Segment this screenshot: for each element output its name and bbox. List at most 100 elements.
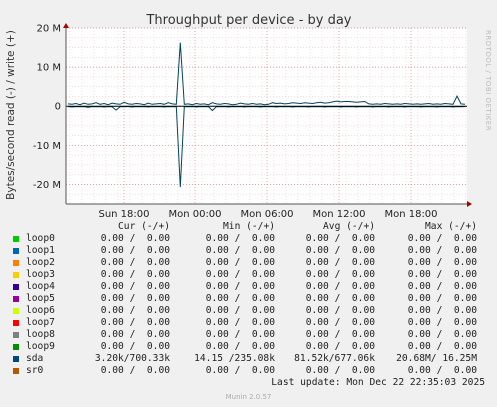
legend-row: loop0 0.00 / 0.00 0.00 / 0.00 0.00 / 0.00 0.… bbox=[0, 233, 497, 245]
legend-value-max: 0.00 / 0.00 bbox=[407, 329, 477, 340]
legend-device-name: loop4 bbox=[26, 281, 55, 292]
legend-value-min: 0.00 / 0.00 bbox=[205, 281, 275, 292]
legend-value-cur: 0.00 / 0.00 bbox=[100, 281, 170, 292]
y-axis-label: Bytes/second read (-) / write (+) bbox=[5, 30, 17, 200]
legend-value-min: 0.00 / 0.00 bbox=[205, 245, 275, 256]
legend-value-max: 0.00 / 0.00 bbox=[407, 281, 477, 292]
legend-value-cur: 0.00 / 0.00 bbox=[100, 329, 170, 340]
legend-row: sda 3.20k/700.33k 14.15 /235.08k 81.52k/677… bbox=[0, 353, 497, 365]
legend-value-min: 0.00 / 0.00 bbox=[205, 233, 275, 244]
legend-value-avg: 0.00 / 0.00 bbox=[305, 269, 375, 280]
series-line-write bbox=[67, 42, 466, 106]
y-tick-label: 20 M bbox=[36, 24, 61, 35]
legend-row: loop3 0.00 / 0.00 0.00 / 0.00 0.00 / 0.00 0.… bbox=[0, 269, 497, 281]
legend-value-avg: 0.00 / 0.00 bbox=[305, 305, 375, 316]
legend-device-name: loop7 bbox=[26, 317, 55, 328]
legend-header: Cur (-/+) Min (-/+) Avg (-/+) Max (-/+) bbox=[0, 221, 497, 233]
legend-swatch bbox=[13, 248, 19, 254]
legend-value-cur: 0.00 / 0.00 bbox=[100, 305, 170, 316]
generator-credit: Munin 2.0.57 bbox=[225, 393, 272, 401]
legend-swatch bbox=[13, 260, 19, 266]
legend-swatch bbox=[13, 308, 19, 314]
legend-device-name: sr0 bbox=[26, 365, 44, 376]
x-tick-label: Mon 12:00 bbox=[312, 209, 365, 220]
legend-device-name: loop0 bbox=[26, 233, 55, 244]
legend-value-max: 0.00 / 0.00 bbox=[407, 233, 477, 244]
legend-value-max: 0.00 / 0.00 bbox=[407, 341, 477, 352]
watermark: RRDTOOL / TOBI OETIKER bbox=[484, 30, 492, 131]
legend-value-cur: 0.00 / 0.00 bbox=[100, 365, 170, 376]
legend-value-max: 0.00 / 0.00 bbox=[407, 245, 477, 256]
legend-value-cur: 0.00 / 0.00 bbox=[100, 269, 170, 280]
legend: Cur (-/+) Min (-/+) Avg (-/+) Max (-/+) … bbox=[0, 221, 497, 377]
legend-value-min: 0.00 / 0.00 bbox=[205, 293, 275, 304]
legend-value-avg: 0.00 / 0.00 bbox=[305, 365, 375, 376]
legend-swatch bbox=[13, 236, 19, 242]
y-axis-arrow bbox=[63, 23, 69, 28]
legend-value-avg: 0.00 / 0.00 bbox=[305, 329, 375, 340]
legend-row: loop5 0.00 / 0.00 0.00 / 0.00 0.00 / 0.00 0.… bbox=[0, 293, 497, 305]
legend-value-cur: 0.00 / 0.00 bbox=[100, 293, 170, 304]
legend-value-cur: 3.20k/700.33k bbox=[94, 353, 170, 364]
legend-value-min: 0.00 / 0.00 bbox=[205, 305, 275, 316]
legend-value-min: 0.00 / 0.00 bbox=[205, 341, 275, 352]
legend-row: loop8 0.00 / 0.00 0.00 / 0.00 0.00 / 0.00 0.… bbox=[0, 329, 497, 341]
legend-swatch bbox=[13, 296, 19, 302]
y-tick-label: -20 M bbox=[33, 180, 61, 191]
legend-swatch bbox=[13, 368, 19, 374]
legend-header-min: Min (-/+) bbox=[223, 221, 275, 232]
x-ticks: Sun 18:00 Mon 00:00 Mon 06:00 Mon 12:00 Mon … bbox=[98, 209, 437, 220]
x-tick-label: Mon 18:00 bbox=[384, 209, 437, 220]
x-tick-label: Mon 00:00 bbox=[168, 209, 221, 220]
legend-value-min: 14.15 /235.08k bbox=[194, 353, 275, 364]
legend-value-max: 0.00 / 0.00 bbox=[407, 365, 477, 376]
legend-swatch bbox=[13, 344, 19, 350]
y-tick-label: 0 bbox=[55, 102, 61, 113]
legend-value-min: 0.00 / 0.00 bbox=[205, 317, 275, 328]
legend-value-avg: 0.00 / 0.00 bbox=[305, 293, 375, 304]
legend-value-cur: 0.00 / 0.00 bbox=[100, 233, 170, 244]
legend-value-avg: 0.00 / 0.00 bbox=[305, 233, 375, 244]
legend-value-min: 0.00 / 0.00 bbox=[205, 269, 275, 280]
legend-value-max: 0.00 / 0.00 bbox=[407, 317, 477, 328]
legend-value-cur: 0.00 / 0.00 bbox=[100, 245, 170, 256]
legend-device-name: loop2 bbox=[26, 257, 55, 268]
legend-header-max: Max (-/+) bbox=[425, 221, 477, 232]
y-tick-label: -10 M bbox=[33, 141, 61, 152]
legend-value-max: 0.00 / 0.00 bbox=[407, 293, 477, 304]
legend-row: loop7 0.00 / 0.00 0.00 / 0.00 0.00 / 0.00 0.… bbox=[0, 317, 497, 329]
legend-row: loop4 0.00 / 0.00 0.00 / 0.00 0.00 / 0.00 0.… bbox=[0, 281, 497, 293]
legend-header-avg: Avg (-/+) bbox=[323, 221, 375, 232]
legend-device-name: sda bbox=[26, 353, 44, 364]
y-tick-label: 10 M bbox=[36, 63, 61, 74]
legend-swatch bbox=[13, 284, 19, 290]
legend-value-avg: 0.00 / 0.00 bbox=[305, 245, 375, 256]
x-tick-label: Mon 06:00 bbox=[240, 209, 293, 220]
last-update: Last update: Mon Dec 22 22:35:03 2025 bbox=[271, 377, 485, 388]
legend-value-min: 0.00 / 0.00 bbox=[205, 329, 275, 340]
legend-row: loop2 0.00 / 0.00 0.00 / 0.00 0.00 / 0.00 0.… bbox=[0, 257, 497, 269]
legend-value-cur: 0.00 / 0.00 bbox=[100, 257, 170, 268]
legend-row: loop6 0.00 / 0.00 0.00 / 0.00 0.00 / 0.00 0.… bbox=[0, 305, 497, 317]
x-tick-label: Sun 18:00 bbox=[98, 209, 149, 220]
legend-device-name: loop5 bbox=[26, 293, 55, 304]
legend-value-max: 0.00 / 0.00 bbox=[407, 257, 477, 268]
legend-value-cur: 0.00 / 0.00 bbox=[100, 341, 170, 352]
legend-header-cur: Cur (-/+) bbox=[118, 221, 170, 232]
axes bbox=[63, 23, 472, 207]
legend-swatch bbox=[13, 356, 19, 362]
x-axis-arrow bbox=[467, 201, 472, 207]
legend-value-min: 0.00 / 0.00 bbox=[205, 257, 275, 268]
legend-swatch bbox=[13, 272, 19, 278]
legend-swatch bbox=[13, 332, 19, 338]
legend-device-name: loop1 bbox=[26, 245, 55, 256]
legend-value-min: 0.00 / 0.00 bbox=[205, 365, 275, 376]
legend-row: loop9 0.00 / 0.00 0.00 / 0.00 0.00 / 0.00 0.… bbox=[0, 341, 497, 353]
legend-value-avg: 0.00 / 0.00 bbox=[305, 317, 375, 328]
legend-value-avg: 0.00 / 0.00 bbox=[305, 257, 375, 268]
legend-value-max: 20.68M/ 16.25M bbox=[396, 353, 477, 364]
chart-title: Throughput per device - by day bbox=[145, 13, 351, 28]
legend-value-avg: 81.52k/677.06k bbox=[294, 353, 375, 364]
series-layer bbox=[66, 42, 467, 188]
